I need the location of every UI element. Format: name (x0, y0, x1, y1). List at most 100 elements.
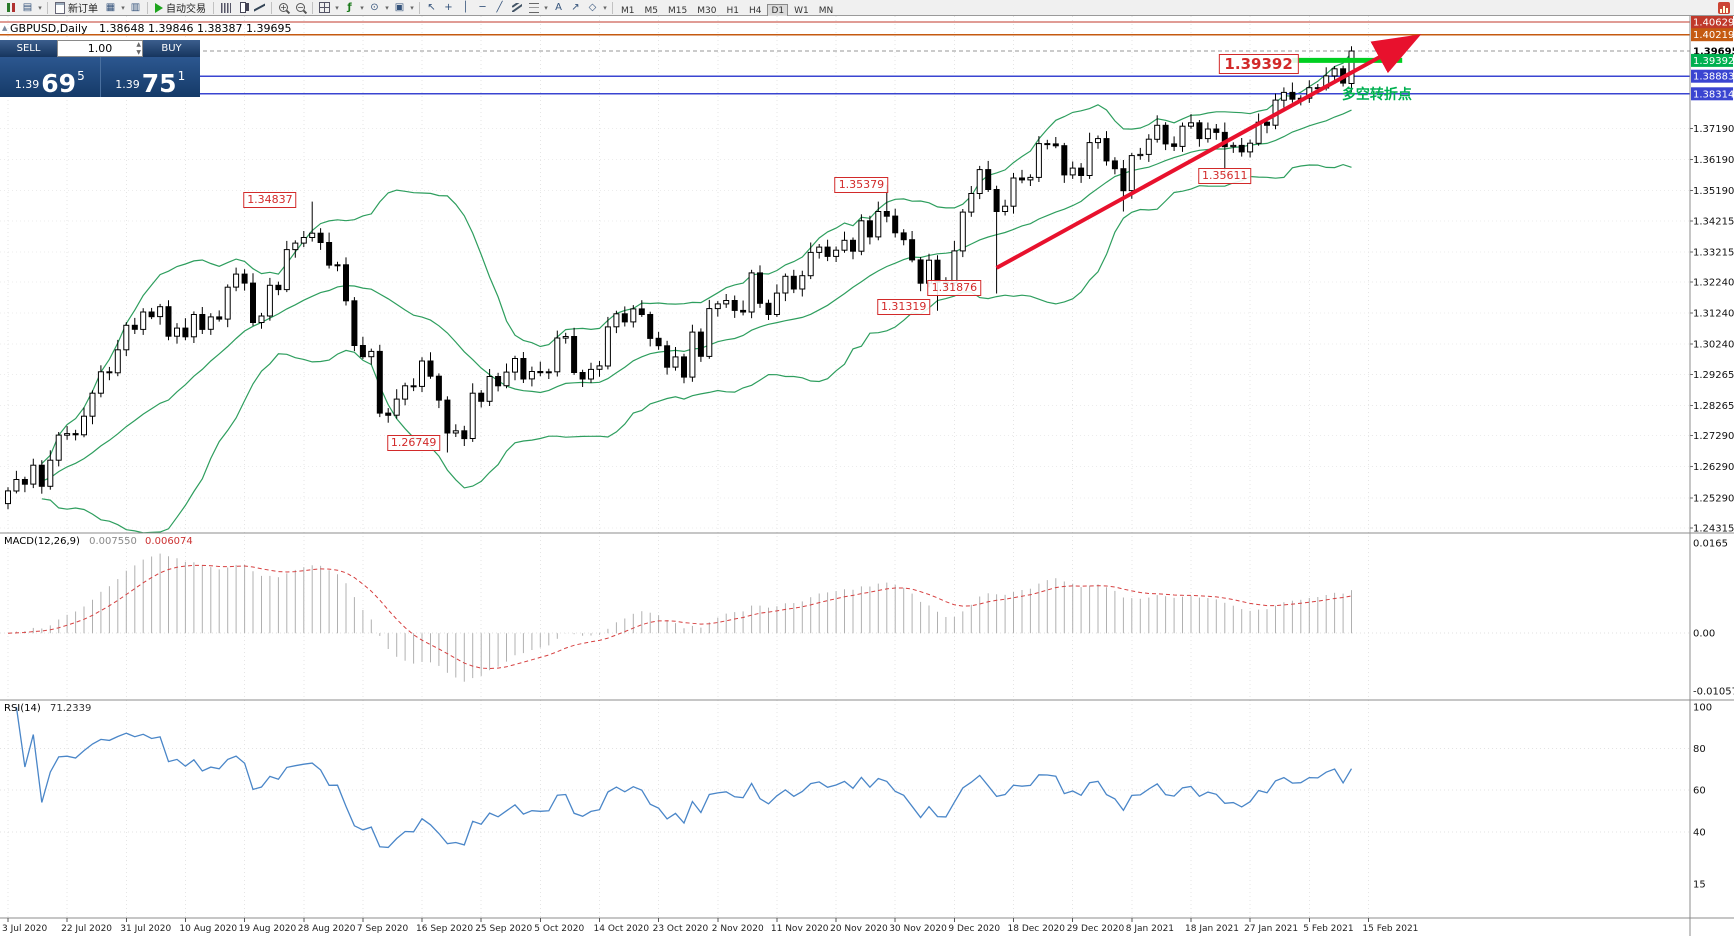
macd-signal-line (7, 564, 1352, 670)
new-order-label: 新订单 (68, 4, 98, 15)
periods-caret-icon[interactable]: ▾ (385, 3, 389, 12)
fibonacci-caret-icon[interactable]: ▾ (544, 3, 548, 12)
svg-text:9 Dec 2020: 9 Dec 2020 (948, 924, 1000, 934)
svg-text:5 Oct 2020: 5 Oct 2020 (534, 924, 584, 934)
indicators-caret-icon[interactable]: ▾ (360, 3, 364, 12)
tile-windows-icon[interactable] (316, 1, 333, 15)
profiles-icon[interactable]: ▤ (22, 2, 33, 13)
one-click-collapse-icon[interactable]: ▲ (2, 24, 8, 32)
volume-input[interactable]: 1.00 ▲ ▼ (57, 40, 143, 57)
buy-button[interactable]: BUY (143, 40, 200, 57)
autotrading-button[interactable]: 自动交易 (151, 1, 210, 15)
svg-text:16 Sep 2020: 16 Sep 2020 (416, 924, 473, 934)
toolbar-separator (213, 1, 214, 14)
sell-button[interactable]: SELL (0, 40, 57, 57)
svg-text:19 Aug 2020: 19 Aug 2020 (239, 924, 297, 934)
macd-signal-value: 0.006074 (145, 536, 193, 547)
vertical-line-icon[interactable]: │ (462, 2, 469, 13)
templates-icon[interactable]: ▣ (394, 2, 405, 13)
rsi-label: RSI(14) 71.2339 (4, 703, 91, 714)
price-callout[interactable]: 1.31876 (927, 280, 982, 297)
timeframe-w1-button[interactable]: W1 (790, 4, 813, 17)
timeframe-h1-button[interactable]: H1 (722, 4, 743, 17)
svg-text:1.40219: 1.40219 (1693, 30, 1734, 41)
navigator-icon[interactable]: ▥ (130, 2, 141, 13)
rsi-line (15, 706, 1353, 849)
price-callout[interactable]: 1.35379 (834, 177, 889, 194)
svg-text:10 Aug 2020: 10 Aug 2020 (179, 924, 237, 934)
shapes-caret-icon[interactable]: ▾ (603, 3, 607, 12)
chart-canvas[interactable]: 1.37190 1.36190 1.35190 1.34215 1.33215 1.322… (0, 16, 1734, 936)
horizontal-line-icon[interactable]: ─ (479, 2, 486, 13)
svg-text:2 Nov 2020: 2 Nov 2020 (712, 924, 764, 934)
toolbar-separator (419, 1, 420, 14)
candlestick-chart-icon[interactable] (234, 1, 251, 15)
price-callout[interactable]: 1.26749 (386, 434, 441, 451)
toolbar-separator (271, 1, 272, 14)
top-toolbar: ▤ ▾ 新订单 ▦ ▾ ▥ 自动交易 + − ▾ ƒ ▾ ⊙ ▾ ▣ ▾ ↖ + (0, 0, 1734, 18)
svg-text:1.26290: 1.26290 (1693, 462, 1734, 473)
timeframe-m30-button[interactable]: M30 (693, 4, 720, 17)
cursor-icon[interactable]: ↖ (427, 2, 436, 13)
zoom-out-icon[interactable]: − (296, 2, 305, 12)
price-callout[interactable]: 1.39392 (1218, 53, 1299, 74)
svg-text:1.29265: 1.29265 (1693, 370, 1734, 381)
axis-price-box-1.39392 (1691, 53, 1733, 67)
shapes-tool-icon[interactable]: ◇ (588, 2, 597, 13)
timeframe-h4-button[interactable]: H4 (745, 4, 766, 17)
svg-text:-0.010571: -0.010571 (1693, 687, 1734, 698)
svg-text:25 Sep 2020: 25 Sep 2020 (475, 924, 532, 934)
svg-text:1.36190: 1.36190 (1693, 155, 1734, 166)
templates-caret-icon[interactable]: ▾ (410, 3, 414, 12)
arrows-tool-icon[interactable]: ↗ (571, 2, 580, 13)
app-logo-icon[interactable] (1715, 1, 1732, 15)
volume-spinner[interactable]: ▲ ▼ (136, 41, 141, 56)
price-callout[interactable]: 1.31319 (876, 299, 931, 315)
trend-arrow[interactable] (995, 34, 1422, 270)
chart-title: GBPUSD,Daily 1.38648 1.39846 1.38387 1.3… (10, 22, 292, 35)
svg-text:1.31240: 1.31240 (1693, 309, 1734, 320)
chart-note-text[interactable]: 多空转折点 (1341, 87, 1412, 104)
tile-caret-icon[interactable]: ▾ (335, 3, 339, 12)
one-click-trading-panel: SELL 1.00 ▲ ▼ BUY 1.39 69 5 1.39 75 1 (0, 40, 200, 97)
text-tool-icon[interactable]: A (555, 2, 562, 13)
svg-text:1.34215: 1.34215 (1693, 216, 1734, 227)
timeframe-m5-button[interactable]: M5 (641, 4, 663, 17)
new-order-button[interactable]: 新订单 (51, 1, 102, 15)
rsi-value: 71.2339 (49, 703, 92, 714)
periods-icon[interactable]: ⊙ (370, 2, 379, 13)
indicators-icon[interactable]: ƒ (347, 2, 352, 13)
trendline-icon[interactable]: ╱ (496, 2, 503, 13)
fibonacci-icon[interactable] (525, 1, 542, 15)
macd-name: MACD(12,26,9) (4, 536, 80, 547)
timeframe-m15-button[interactable]: M15 (664, 4, 691, 17)
market-watch-icon[interactable]: ▦ (105, 2, 116, 13)
svg-text:1.27290: 1.27290 (1693, 431, 1734, 442)
market-watch-caret-icon[interactable]: ▾ (121, 3, 125, 12)
crosshair-icon[interactable]: + (444, 2, 453, 13)
buy-price-pip: 1 (177, 69, 186, 83)
timeframe-m1-button[interactable]: M1 (617, 4, 639, 17)
timeframe-mn-button[interactable]: MN (815, 4, 838, 17)
price-callout[interactable]: 1.34837 (243, 192, 297, 208)
new-chart-icon[interactable] (2, 1, 19, 15)
line-chart-icon[interactable] (251, 1, 268, 15)
price-callout[interactable]: 1.35611 (1198, 168, 1252, 185)
svg-text:7 Sep 2020: 7 Sep 2020 (357, 924, 409, 934)
order-doc-icon (55, 1, 65, 14)
bar-chart-icon[interactable] (217, 1, 234, 15)
axis-price-box-1.38314 (1691, 87, 1733, 101)
svg-text:1.40629: 1.40629 (1693, 18, 1734, 29)
zoom-in-icon[interactable]: + (279, 2, 288, 12)
svg-text:31 Jul 2020: 31 Jul 2020 (120, 924, 171, 934)
equidistant-channel-icon[interactable] (508, 1, 525, 15)
svg-text:11 Nov 2020: 11 Nov 2020 (771, 924, 829, 934)
sell-price-small: 1.39 (14, 78, 40, 91)
buy-price[interactable]: 1.39 75 1 (101, 57, 201, 97)
sell-price[interactable]: 1.39 69 5 (0, 57, 101, 97)
toolbar-separator (47, 1, 48, 14)
profiles-caret-icon[interactable]: ▾ (38, 3, 42, 12)
macd-main-value: 0.007550 (89, 536, 137, 547)
buy-price-small: 1.39 (115, 78, 140, 91)
axis-price-box-1.38883 (1691, 69, 1733, 83)
